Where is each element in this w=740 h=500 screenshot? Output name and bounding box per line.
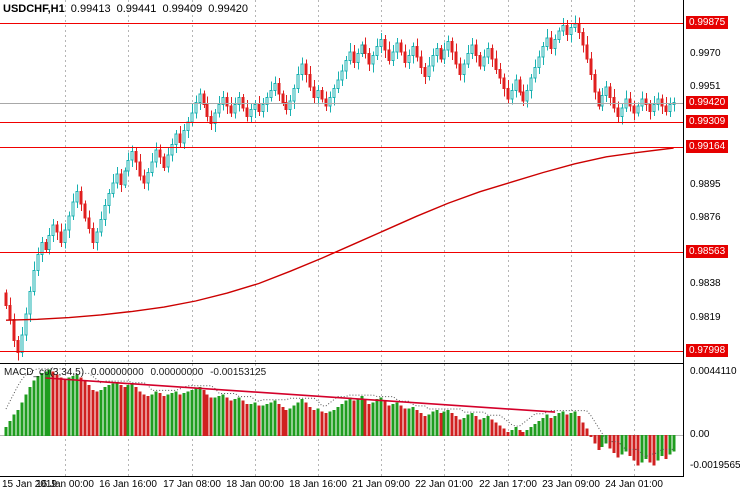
time-axis-label: 24 Jan 01:00 (605, 479, 663, 490)
time-axis-label: 17 Jan 08:00 (163, 479, 221, 490)
price-level-label: 0.99164 (686, 140, 729, 153)
quote-close: 0.99420 (208, 3, 249, 15)
price-level-label: 0.97998 (686, 344, 729, 357)
macd-indicator-panel[interactable] (0, 364, 684, 477)
macd-trendline[interactable] (45, 377, 556, 413)
macd-bars (4, 369, 676, 466)
macd-axis-label: 0.0044110 (690, 366, 737, 377)
quote-low: 0.99409 (162, 3, 203, 15)
macd-axis-label: -0.0019565 (690, 460, 740, 471)
symbol-timeframe-label: USDCHF,H1 (3, 3, 65, 15)
macd-indicator-label: MACD_co(3,34,5) 0.00000000 0.00000000 -0… (4, 367, 270, 378)
time-axis-label: 18 Jan 00:00 (226, 479, 284, 490)
macd-name: MACD_co(3,34,5) (4, 367, 85, 378)
macd-value-1: 0.00000000 (90, 367, 144, 378)
quote-high: 0.99441 (116, 3, 157, 15)
time-axis[interactable]: 15 Jan 2019 16 Jan 00:00 16 Jan 16:00 17 Ja… (0, 479, 740, 497)
quote-open: 0.99413 (70, 3, 111, 15)
price-tick-label: 0.9970 (690, 48, 721, 59)
price-level-label: 0.98563 (686, 245, 729, 258)
price-chart-area[interactable] (0, 0, 684, 364)
candlestick-chart (0, 0, 683, 363)
price-tick-label: 0.9838 (690, 278, 721, 289)
moving-average-line (5, 147, 674, 321)
macd-axis-label: 0.00 (690, 429, 710, 440)
price-tick-label: 0.9895 (690, 179, 721, 190)
price-level-label: 0.99309 (686, 115, 729, 128)
price-tick-label: 0.9951 (690, 81, 721, 92)
macd-histogram-chart (0, 364, 683, 476)
time-axis-label: 22 Jan 17:00 (479, 479, 537, 490)
time-axis-label: 16 Jan 00:00 (36, 479, 94, 490)
time-axis-label: 16 Jan 16:00 (99, 479, 157, 490)
price-tick-label: 0.9876 (690, 212, 721, 223)
ohlc-quote: USDCHF,H1 0.99413 0.99441 0.99409 0.9942… (3, 3, 251, 15)
price-level-label: 0.99875 (686, 16, 729, 29)
macd-value-3: -0.00153125 (210, 367, 267, 378)
time-axis-label: 18 Jan 16:00 (289, 479, 347, 490)
time-axis-label: 23 Jan 09:00 (542, 479, 600, 490)
time-axis-label: 15 Jan 2019 (2, 479, 58, 490)
current-price-label: 0.99420 (686, 96, 729, 109)
price-axis[interactable]: 0.9970 0.9951 0.9895 0.9876 0.9838 0.9819 0.99… (684, 0, 740, 477)
time-axis-label: 22 Jan 01:00 (415, 479, 473, 490)
time-axis-label: 21 Jan 09:00 (352, 479, 410, 490)
candles (4, 15, 676, 361)
price-tick-label: 0.9819 (690, 312, 721, 323)
macd-value-2: 0.00000000 (150, 367, 204, 378)
